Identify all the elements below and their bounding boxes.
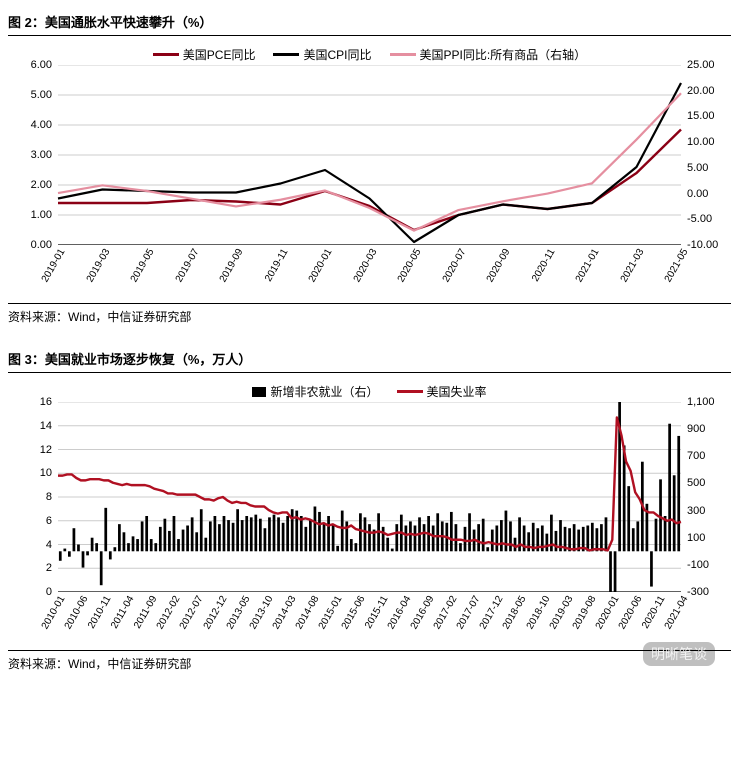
legend-line-swatch — [397, 390, 423, 393]
x-tick-label: 2021-03 — [618, 247, 646, 284]
x-tick-label: 2019-07 — [173, 247, 201, 284]
x-axis: 2019-01 2019-03 2019-05 2019-07 2019-09 2019-… — [8, 245, 731, 299]
legend-item: 美国CPI同比 — [273, 46, 371, 63]
x-tick-label: 2020-01 — [307, 247, 335, 284]
chart-svg — [8, 402, 731, 592]
chart-canvas-1: 美国PCE同比 美国CPI同比 美国PPI同比:所有商品（右轴） 6.005.004… — [8, 40, 731, 299]
x-tick-label: 2020-03 — [351, 247, 379, 284]
legend-label: 美国CPI同比 — [303, 46, 371, 63]
legend-line-swatch — [390, 53, 416, 56]
x-tick-label: 2020-11 — [530, 247, 558, 284]
x-tick-label: 2020-05 — [396, 247, 424, 284]
x-tick-label: 2019-01 — [40, 247, 68, 284]
legend-line-swatch — [273, 53, 299, 56]
x-tick-label: 2020-07 — [440, 247, 468, 284]
chart-canvas-2: 新增非农就业（右） 美国失业率 16141210864201,1009007005… — [8, 377, 731, 646]
watermark: 明晰笔谈 — [643, 642, 715, 666]
chart-title: 图 2：美国通胀水平快速攀升（%） — [8, 8, 731, 36]
plot-area: 6.005.004.003.002.001.000.0025.0020.0015… — [8, 65, 731, 245]
chart-source: 资料来源：Wind，中信证券研究部 — [8, 303, 731, 325]
legend-item: 美国PPI同比:所有商品（右轴） — [390, 46, 587, 63]
chart-block-employment: 图 3：美国就业市场逐步恢复（%，万人） 新增非农就业（右） 美国失业率 1614… — [8, 345, 731, 672]
x-axis: 2010-012010-062010-112011-042011-092012-… — [8, 592, 731, 646]
chart-title: 图 3：美国就业市场逐步恢复（%，万人） — [8, 345, 731, 373]
x-tick-label: 2019-09 — [218, 247, 246, 284]
plot-area: 16141210864201,100900700500300100-100-30… — [8, 402, 731, 592]
legend-item: 新增非农就业（右） — [252, 383, 378, 400]
legend-label: 新增非农就业（右） — [270, 383, 378, 400]
x-tick-label: 2019-05 — [129, 247, 157, 284]
legend-item: 美国PCE同比 — [153, 46, 256, 63]
legend-item: 美国失业率 — [397, 383, 487, 400]
x-tick-label: 2019-03 — [84, 247, 112, 284]
chart-source: 资料来源：Wind，中信证券研究部 — [8, 650, 731, 672]
legend-label: 美国失业率 — [427, 383, 487, 400]
x-tick-label: 2021-01 — [574, 247, 602, 284]
legend-bar-swatch — [252, 387, 266, 397]
chart-svg — [8, 65, 731, 245]
legend: 美国PCE同比 美国CPI同比 美国PPI同比:所有商品（右轴） — [8, 40, 731, 65]
x-tick-label: 2020-09 — [485, 247, 513, 284]
x-tick-label: 2021-05 — [663, 247, 691, 284]
legend-label: 美国PCE同比 — [183, 46, 256, 63]
legend-label: 美国PPI同比:所有商品（右轴） — [420, 46, 587, 63]
legend-line-swatch — [153, 53, 179, 56]
legend: 新增非农就业（右） 美国失业率 — [8, 377, 731, 402]
chart-block-inflation: 图 2：美国通胀水平快速攀升（%） 美国PCE同比 美国CPI同比 美国PPI同比:… — [8, 8, 731, 325]
x-tick-label: 2019-11 — [263, 247, 291, 284]
